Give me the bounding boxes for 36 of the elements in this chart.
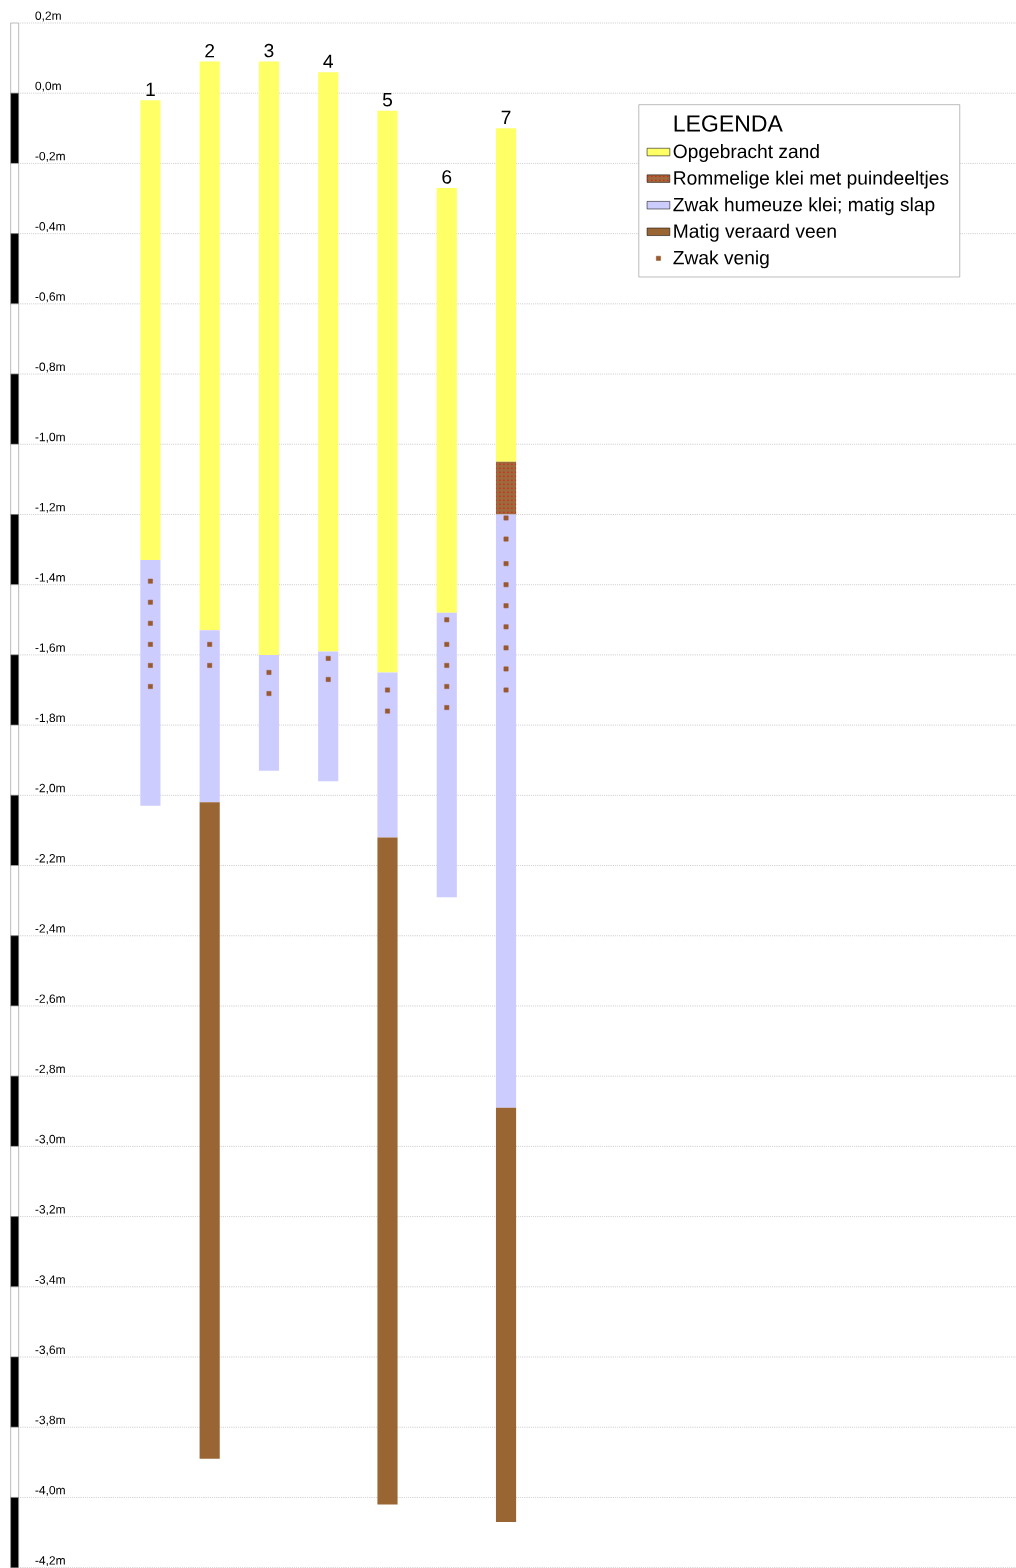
legend-label: Zwak venig	[673, 250, 769, 269]
y-tick-label: -2,4m	[35, 924, 65, 935]
y-tick-label: 0,2m	[35, 11, 61, 22]
y-tick-label: 0,0m	[35, 81, 61, 92]
y-tick-label: -2,8m	[35, 1064, 65, 1075]
y-tick-label: -4,0m	[35, 1485, 65, 1496]
y-tick-label: -1,8m	[35, 713, 65, 724]
y-tick-label: -3,8m	[35, 1415, 65, 1426]
x-tick-label: 3	[264, 43, 274, 58]
x-tick-label: 4	[323, 54, 333, 68]
legend-label: Zwak humeuze klei; matig slap	[673, 197, 935, 216]
y-tick-label: -2,0m	[35, 783, 65, 794]
legend-label: Rommelige klei met puindeeltjes	[674, 170, 949, 189]
y-tick-label: -2,2m	[35, 854, 65, 864]
y-tick-label: -0,8m	[35, 362, 65, 373]
y-tick-label: -3,0m	[35, 1134, 65, 1145]
y-tick-label: -1,4m	[35, 573, 65, 584]
y-tick-label: -3,2m	[35, 1205, 65, 1215]
legend-label: Opgebracht zand	[673, 144, 819, 163]
y-tick-label: -3,4m	[35, 1275, 65, 1286]
y-tick-label: -1,6m	[35, 643, 65, 654]
legend-title: LEGENDA	[674, 115, 783, 132]
x-tick-label: 2	[205, 43, 214, 58]
y-tick-label: -0,4m	[35, 222, 65, 233]
x-tick-label: 6	[442, 170, 452, 184]
y-tick-label: -2,6m	[35, 994, 65, 1005]
x-tick-label: 7	[501, 110, 511, 125]
y-tick-label: -3,6m	[35, 1345, 65, 1356]
x-tick-label: 1	[146, 82, 155, 96]
y-tick-label: -1,2m	[35, 502, 65, 513]
y-tick-label: -4,2m	[35, 1556, 65, 1567]
y-tick-label: -0,6m	[35, 292, 65, 303]
legend-label: Matig veraard veen	[674, 223, 836, 242]
y-tick-label: -0,2m	[35, 151, 65, 162]
x-tick-label: 5	[382, 93, 392, 107]
y-tick-label: -1,0m	[35, 432, 65, 443]
